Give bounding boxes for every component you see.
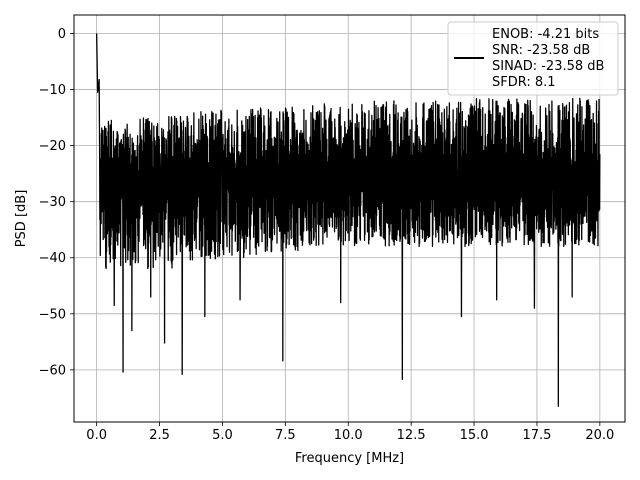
- y-tick-label: −40: [39, 251, 66, 266]
- y-axis-ticks: 0 −10 −20 −30 −40 −50 −60: [39, 27, 74, 378]
- x-tick-label: 10.0: [334, 428, 363, 443]
- legend-entry-sinad: SINAD: -23.58 dB: [492, 59, 604, 74]
- x-tick-label: 0.0: [86, 428, 107, 443]
- x-axis-label: Frequency [MHz]: [295, 451, 404, 466]
- x-tick-label: 15.0: [460, 428, 489, 443]
- y-tick-label: −60: [39, 363, 66, 378]
- y-tick-label: −10: [39, 83, 66, 98]
- x-tick-label: 20.0: [585, 428, 614, 443]
- psd-line: [95, 33, 601, 407]
- legend-box: [447, 21, 619, 96]
- x-tick-label: 7.5: [275, 428, 296, 443]
- x-tick-label: 2.5: [149, 428, 170, 443]
- y-axis-label: PSD [dB]: [14, 190, 29, 248]
- legend-entry-sfdr: SFDR: 8.1: [492, 75, 556, 90]
- y-tick-label: −20: [39, 139, 66, 154]
- y-tick-label: −50: [39, 307, 66, 322]
- x-tick-label: 5.0: [212, 428, 233, 443]
- plot-frame: [73, 14, 626, 423]
- psd-series: [95, 33, 601, 407]
- x-tick-label: 12.5: [397, 428, 426, 443]
- legend-entry-snr: SNR: -23.58 dB: [492, 43, 590, 58]
- legend: ENOB: -4.21 bits SNR: -23.58 dB SINAD: -…: [447, 21, 619, 96]
- y-tick-label: 0: [58, 27, 66, 42]
- y-tick-label: −30: [39, 195, 66, 210]
- x-axis-ticks: 0.0 2.5 5.0 7.5 10.0 12.5 15.0 17.5 20.0: [86, 422, 614, 443]
- legend-entry-enob: ENOB: -4.21 bits: [492, 27, 599, 42]
- x-tick-label: 17.5: [522, 428, 551, 443]
